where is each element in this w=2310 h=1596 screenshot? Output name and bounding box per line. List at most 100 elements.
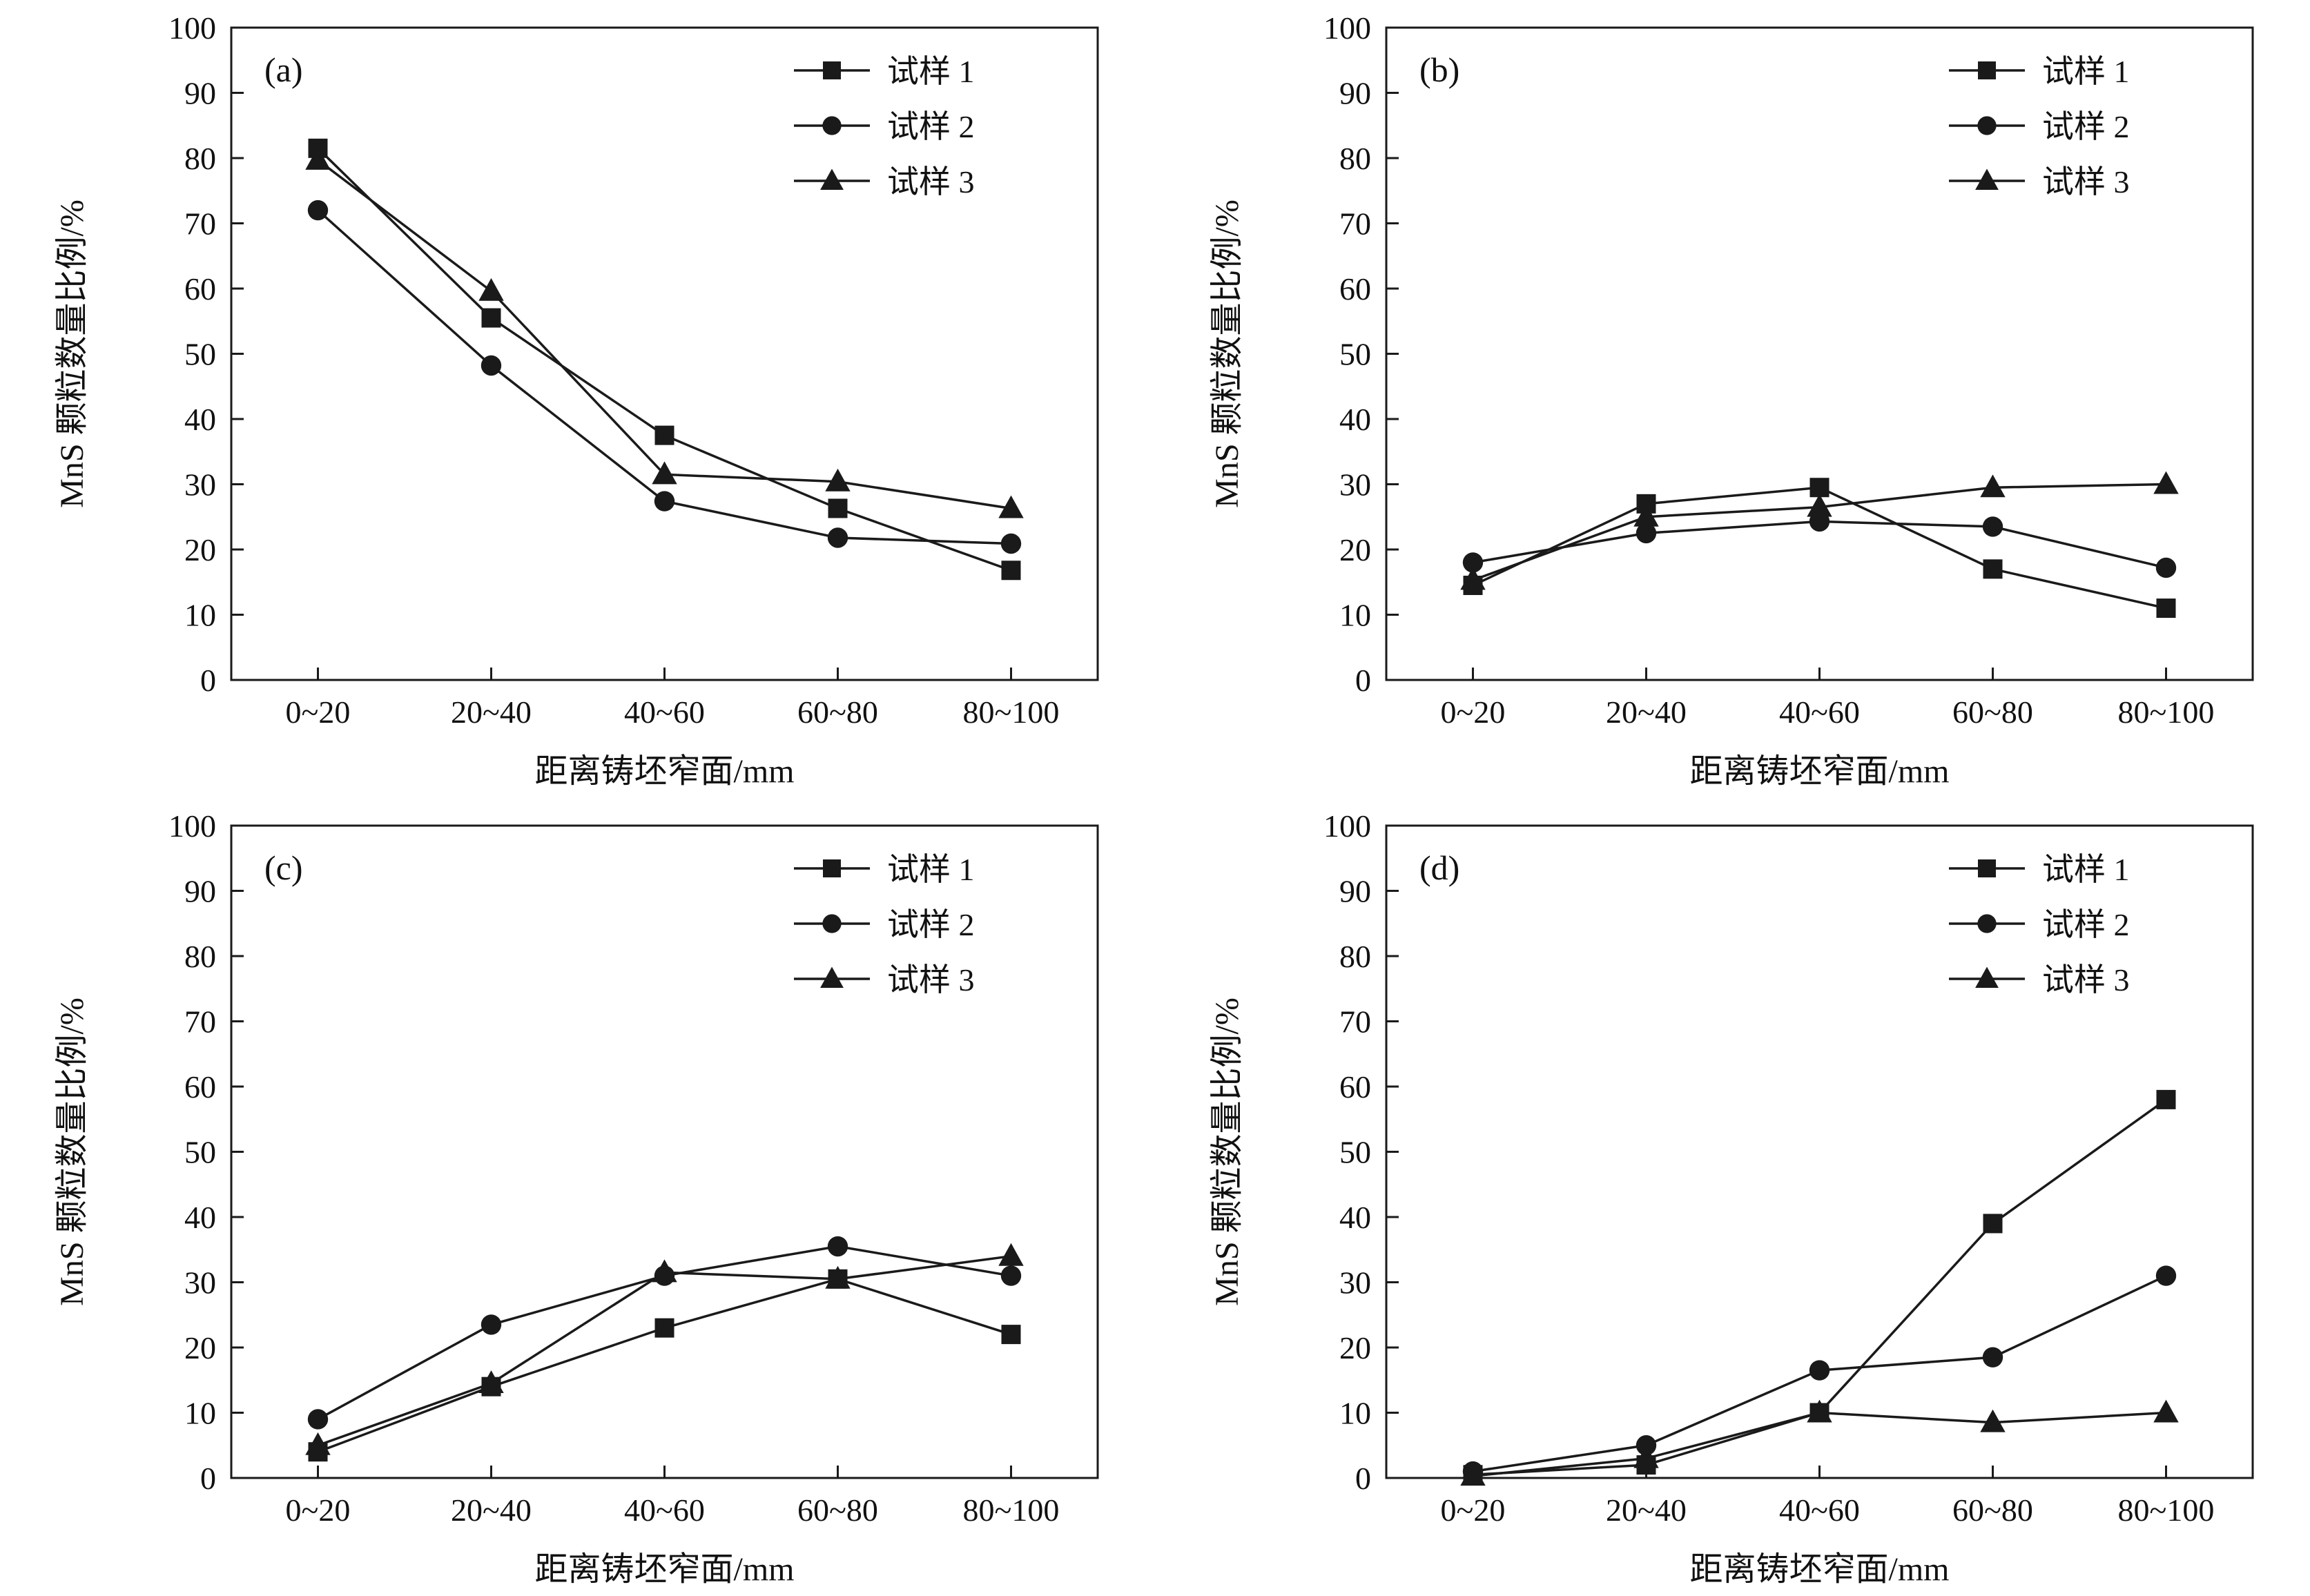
chart-panel-c: 0 10 20 30 40 50 60 70 80 90 100 0~20 20~40 40~60 60~8… <box>54 808 1099 1588</box>
x-axis: 0~20 20~40 40~60 60~80 80~100 <box>1441 1466 2214 1528</box>
y-axis-title: MnS 颗粒数量比例/% <box>54 200 90 508</box>
legend-label: 试样 1 <box>2042 54 2130 89</box>
x-axis: 0~20 20~40 40~60 60~80 80~100 <box>286 1466 1059 1528</box>
x-tick-label: 40~60 <box>624 694 705 730</box>
y-tick-label: 80 <box>1339 141 1371 176</box>
x-tick-label: 80~100 <box>2118 694 2215 730</box>
legend: 试样 1 试样 2 试样 3 <box>794 54 975 200</box>
y-axis: 0 10 20 30 40 50 60 70 80 90 100 <box>1323 10 1399 698</box>
x-tick-label: 20~40 <box>451 694 532 730</box>
y-tick-label: 60 <box>184 271 216 306</box>
data-point-marker-triangle <box>1980 474 2006 498</box>
legend-label: 试样 2 <box>2042 907 2130 942</box>
y-tick-label: 10 <box>1339 1396 1371 1431</box>
data-point-marker-triangle <box>652 1259 677 1283</box>
legend-label: 试样 3 <box>2042 962 2130 998</box>
data-point-marker-triangle <box>305 146 331 170</box>
legend-label: 试样 1 <box>2042 852 2130 887</box>
legend-label: 试样 3 <box>2042 164 2130 200</box>
legend-label: 试样 3 <box>887 962 975 998</box>
legend-marker-circle <box>1977 914 1997 933</box>
legend-item: 试样 1 <box>794 54 975 89</box>
data-point-marker-triangle <box>2153 471 2179 494</box>
y-tick-label: 30 <box>1339 467 1371 503</box>
legend-marker-square <box>1978 859 1996 877</box>
legend-label: 试样 2 <box>2042 109 2130 144</box>
x-tick-label: 40~60 <box>624 1492 705 1528</box>
panel-label: (d) <box>1419 848 1459 887</box>
y-axis-title: MnS 颗粒数量比例/% <box>54 998 90 1306</box>
series-square <box>308 138 1021 581</box>
legend-item: 试样 2 <box>794 907 975 942</box>
data-point-marker-triangle <box>1980 1409 2006 1432</box>
data-point-marker-triangle <box>2153 1399 2179 1423</box>
x-axis: 0~20 20~40 40~60 60~80 80~100 <box>1441 668 2215 730</box>
y-tick-label: 40 <box>1339 402 1371 437</box>
data-point-marker-circle <box>1636 523 1657 544</box>
legend-marker-square <box>823 859 841 877</box>
data-point-marker-square <box>1983 559 2003 579</box>
y-tick-label: 0 <box>1355 663 1371 698</box>
series-triangle <box>1460 471 2179 590</box>
y-tick-label: 50 <box>1339 1135 1371 1170</box>
data-point-marker-circle <box>1462 552 1484 573</box>
series-circle <box>1462 1265 2177 1482</box>
x-axis-title: 距离铸坯窄面/mm <box>534 753 794 790</box>
y-tick-label: 80 <box>184 939 216 974</box>
legend-marker-circle <box>822 116 842 135</box>
legend-marker-square <box>1978 61 1996 79</box>
y-tick-label: 0 <box>200 663 216 698</box>
y-axis-title: MnS 颗粒数量比例/% <box>1209 200 1245 508</box>
data-point-marker-triangle <box>305 1432 331 1455</box>
data-point-marker-square <box>1001 1325 1021 1345</box>
y-tick-label: 10 <box>184 1396 216 1431</box>
series-square <box>1463 1089 2176 1485</box>
legend-label: 试样 2 <box>887 109 975 144</box>
legend-marker-square <box>823 61 841 79</box>
y-tick-label: 60 <box>1339 1069 1371 1104</box>
legend-item: 试样 1 <box>794 852 975 887</box>
data-point-marker-circle <box>481 355 502 376</box>
data-point-marker-square <box>654 425 674 445</box>
chart-panel-a: 0 10 20 30 40 50 60 70 80 90 100 0~20 20~40 40~60 60~8… <box>54 10 1099 790</box>
x-tick-label: 80~100 <box>963 694 1060 730</box>
legend: 试样 1 试样 2 试样 3 <box>1949 852 2130 998</box>
legend-item: 试样 2 <box>1949 109 2130 144</box>
y-tick-label: 40 <box>184 402 216 437</box>
y-tick-label: 50 <box>184 337 216 372</box>
y-tick-label: 80 <box>184 141 216 176</box>
chart-panel-b: 0 10 20 30 40 50 60 70 80 90 100 0~20 20~40 40~60 60~8… <box>1209 10 2254 790</box>
data-point-marker-circle <box>307 1409 329 1430</box>
y-tick-label: 70 <box>184 1004 216 1040</box>
y-tick-label: 40 <box>184 1200 216 1235</box>
y-tick-label: 20 <box>184 532 216 567</box>
y-tick-label: 0 <box>1355 1461 1371 1496</box>
x-axis-title: 距离铸坯窄面/mm <box>1689 753 1949 790</box>
series-circle <box>307 200 1022 554</box>
y-tick-label: 10 <box>1339 598 1371 633</box>
y-tick-label: 70 <box>1339 206 1371 242</box>
legend-marker-circle <box>822 914 842 933</box>
legend-item: 试样 3 <box>1949 164 2130 200</box>
data-point-marker-square <box>1983 1214 2003 1234</box>
chart-panel-d: 0 10 20 30 40 50 60 70 80 90 100 0~20 20~40 40~60 60~8… <box>1209 808 2254 1588</box>
data-point-marker-circle <box>2155 1265 2177 1286</box>
data-point-marker-triangle <box>1807 494 1832 517</box>
x-axis-title: 距离铸坯窄面/mm <box>534 1551 794 1588</box>
x-tick-label: 60~80 <box>1952 694 2033 730</box>
legend-marker-triangle <box>820 966 844 988</box>
y-tick-label: 90 <box>184 76 216 111</box>
y-tick-label: 30 <box>184 467 216 503</box>
x-tick-label: 0~20 <box>1441 1492 1506 1528</box>
data-point-marker-square <box>2156 598 2176 619</box>
data-point-marker-triangle <box>825 468 851 492</box>
legend-item: 试样 2 <box>794 109 975 144</box>
y-tick-label: 80 <box>1339 939 1371 974</box>
legend-item: 试样 2 <box>1949 907 2130 942</box>
x-tick-label: 20~40 <box>451 1492 532 1528</box>
data-point-marker-triangle <box>478 278 504 301</box>
y-tick-label: 70 <box>1339 1004 1371 1040</box>
data-point-marker-circle <box>481 1314 502 1335</box>
x-tick-label: 20~40 <box>1606 1492 1687 1528</box>
